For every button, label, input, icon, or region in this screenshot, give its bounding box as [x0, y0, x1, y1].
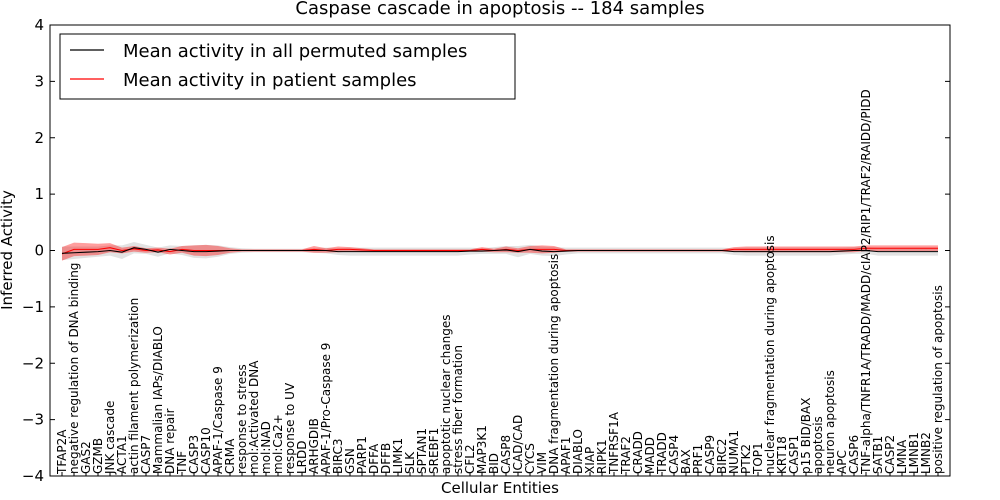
band-permuted: [62, 242, 938, 261]
x-tick-label: GSN: [343, 448, 357, 474]
x-tick-label: CFL2: [463, 444, 477, 474]
x-tick-label: CASP2: [883, 435, 897, 474]
x-tick-label: stress fiber formation: [451, 345, 465, 474]
x-tick-label: GZMB: [91, 438, 105, 474]
x-tick-label: TNFRSF1A: [607, 411, 621, 475]
x-tick-label: DIABLO: [571, 429, 585, 474]
x-tick-label: APC: [835, 450, 849, 474]
legend-box: [59, 33, 516, 100]
x-tick-label: apoptotic nuclear changes: [439, 315, 453, 474]
y-tick-label: −4: [22, 467, 44, 485]
x-tick-label: VIM: [535, 452, 549, 474]
series-lines: [61, 247, 938, 255]
x-tick-label: CASP7: [139, 435, 153, 474]
x-tick-label: BIRC2: [715, 438, 729, 474]
x-tick-label: nuclear fragmentation during apoptosis: [763, 235, 777, 474]
series-line-permuted: [61, 247, 938, 254]
x-tick-label: TRAF2: [619, 436, 633, 475]
y-tick-label: −1: [22, 298, 44, 316]
y-tick-label: 0: [34, 242, 44, 260]
x-tick-label: DFFA: [367, 443, 381, 474]
y-tick-label: 1: [34, 185, 44, 203]
x-tick-label: BID: [487, 453, 501, 474]
y-tick-label: 2: [34, 129, 44, 147]
x-tick-label: mol:NAD: [259, 421, 273, 474]
x-tick-label: MAP3K1: [475, 425, 489, 474]
x-tick-label: TRADD: [655, 432, 669, 475]
y-tick-label: −3: [22, 411, 44, 429]
x-tick-label: PARP1: [355, 436, 369, 474]
x-tick-label: CASP9: [703, 435, 717, 474]
x-tick-label: TFAP2A: [55, 429, 69, 475]
x-tick-label: CASP6: [847, 435, 861, 474]
x-tick-label: ICAD/CAD: [511, 415, 525, 474]
x-tick-label: CASP4: [667, 435, 681, 474]
y-tick-label: 3: [34, 72, 44, 90]
x-tick-label: BAX: [679, 449, 693, 474]
x-tick-label: LMNB2: [919, 432, 933, 474]
x-tick-label: MADD: [643, 437, 657, 474]
x-tick-label: BIRC3: [331, 438, 345, 474]
x-tick-label: actin filament polymerization: [127, 298, 141, 474]
x-tick-label: APAF-1/Caspase 9: [211, 366, 225, 474]
chart-title: Caspase cascade in apoptosis -- 184 samp…: [295, 0, 704, 19]
y-tick-label: 4: [34, 16, 44, 34]
x-tick-label: TOP1: [751, 442, 765, 475]
x-tick-label: response to stress: [235, 364, 249, 474]
x-tick-label: response to UV: [283, 382, 297, 474]
x-tick-label: LRDD: [295, 440, 309, 474]
x-tick-label: apoptosis: [811, 416, 825, 474]
x-tick-label: LIMK1: [391, 438, 405, 474]
x-tick-label: JNK cascade: [103, 401, 117, 475]
y-axis: −4 −3 −2 −1 0 1 2 3 4: [22, 16, 950, 485]
x-tick-label: CRMA: [223, 438, 237, 474]
x-tick-label: CYCS: [523, 443, 537, 474]
x-tick-label: XIAP: [583, 447, 597, 474]
x-tick-label: SPTAN1: [415, 428, 429, 474]
x-tick-label: CASP1: [787, 435, 801, 474]
legend-permuted-label: Mean activity in all permuted samples: [123, 41, 467, 62]
x-axis-label: Cellular Entities: [441, 479, 559, 497]
x-tick-label: CRADD: [631, 431, 645, 474]
y-axis-label: Inferred Activity: [0, 190, 16, 310]
x-tick-label: SATB1: [871, 436, 885, 474]
x-tick-label: PRF1: [691, 444, 705, 474]
x-tick-label: ARHGDIB: [307, 418, 321, 474]
x-tick-label: APAF1: [559, 437, 573, 474]
x-tick-label: Mammalian IAPs/DIABLO: [151, 326, 165, 474]
x-tick-label: CASP10: [199, 427, 213, 474]
x-tick-label: TNF: [175, 451, 189, 475]
x-tick-label: DFFB: [379, 443, 393, 474]
x-tick-label: LMNB1: [907, 432, 921, 474]
x-tick-label: positive regulation of apoptosis: [931, 285, 945, 474]
x-tick-label: p15 BID/BAX: [799, 398, 813, 474]
x-tick-label: PTK2: [739, 444, 753, 474]
x-tick-label: mol:Activated DNA: [247, 360, 261, 474]
x-tick-label: RIPK1: [595, 439, 609, 474]
x-tick-label: CASP3: [187, 435, 201, 474]
x-tick-label: mol:Ca2+: [271, 414, 285, 474]
x-tick-label: TNF-alpha/TNFR1A/TRADD/MADD/cIAP2/RIP1/T…: [859, 89, 873, 475]
x-tick-label: SREBF1: [427, 428, 441, 474]
legend: Mean activity in all permuted samples Me…: [59, 33, 516, 100]
x-tick-label: CASP8: [499, 435, 513, 474]
x-tick-label: SLK: [403, 451, 417, 474]
band-patient: [62, 242, 938, 261]
x-tick-label: NUMA1: [727, 430, 741, 474]
x-tick-label: KRT18: [775, 436, 789, 474]
x-tick-label: DNA repair: [163, 408, 177, 474]
y-tick-label: −2: [22, 354, 44, 372]
x-tick-label: negative regulation of DNA binding: [67, 263, 81, 474]
x-tick-label: LMNA: [895, 439, 909, 474]
legend-patient-label: Mean activity in patient samples: [123, 70, 417, 91]
x-tick-label: APAF-1/Pro-Caspase 9: [319, 343, 333, 474]
confidence-bands: [62, 242, 938, 261]
x-tick-label: DNA fragmentation during apoptosis: [547, 254, 561, 474]
x-tick-label: GAS2: [79, 441, 93, 474]
x-tick-label: ACTA1: [115, 435, 129, 474]
x-tick-label: neuron apoptosis: [823, 370, 837, 474]
